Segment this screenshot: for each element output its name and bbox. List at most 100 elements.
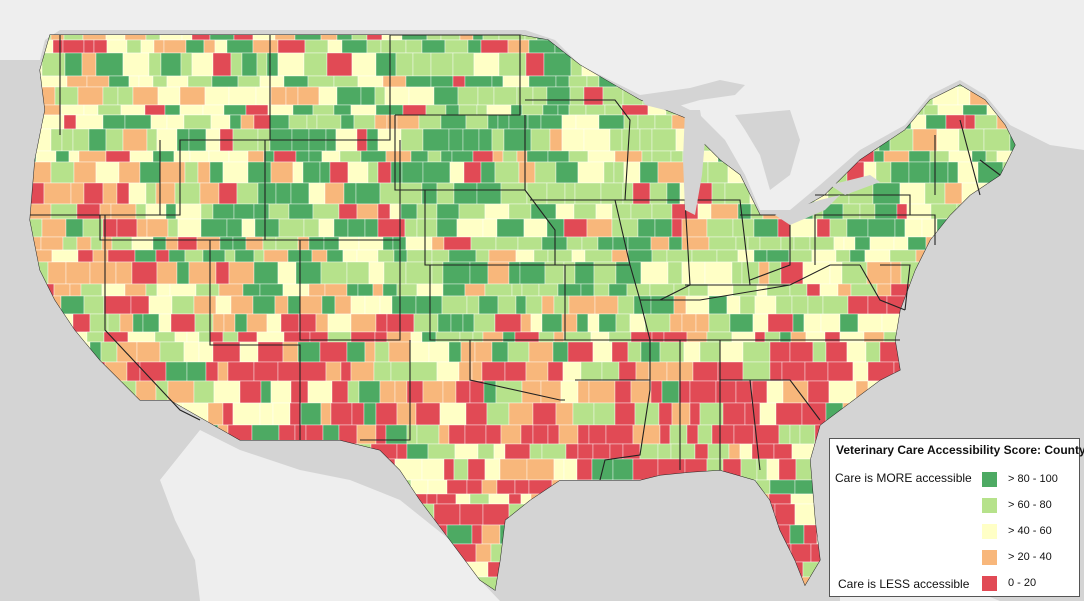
county-cell [629, 313, 646, 333]
legend-item-80-100: > 80 - 100 [982, 471, 1077, 489]
county-cell [640, 261, 669, 285]
county-cell [318, 218, 335, 238]
county-cell [804, 361, 829, 382]
county-cell [593, 283, 610, 297]
county-cell [223, 313, 236, 333]
county-cell [576, 313, 589, 333]
county-cell [601, 361, 620, 382]
county-cell [357, 283, 374, 297]
county-cell [455, 493, 471, 505]
county-cell [342, 249, 358, 263]
county-cell [156, 261, 178, 285]
county-cell [410, 150, 429, 163]
county-cell [327, 313, 352, 333]
county-cell [374, 341, 390, 363]
county-cell [722, 402, 746, 426]
county-cell [193, 380, 215, 404]
county-cell [277, 52, 305, 77]
county-cell [595, 203, 613, 220]
county-cell [43, 182, 72, 205]
county-cell [793, 236, 811, 251]
county-cell [253, 114, 271, 130]
county-cell [788, 249, 813, 263]
county-cell [257, 182, 277, 205]
county-cell [527, 114, 542, 130]
county-cell [187, 75, 213, 88]
state-borders [30, 34, 1001, 481]
county-cell [308, 182, 326, 205]
county-cell [449, 161, 465, 184]
county-cell [630, 203, 653, 220]
legend-swatch [982, 576, 997, 591]
county-cell [41, 218, 67, 238]
county-cell [635, 361, 650, 382]
county-cell [131, 236, 154, 251]
county-cell [347, 161, 369, 184]
county-cell [807, 380, 830, 404]
county-cell [1009, 128, 1015, 152]
county-cell [245, 104, 269, 116]
county-cell [577, 161, 605, 184]
county-cell [183, 114, 212, 130]
county-cell [245, 236, 264, 251]
county-cell [421, 458, 445, 481]
county-cell [375, 313, 388, 333]
county-cell [936, 128, 960, 152]
county-cell [669, 424, 688, 445]
county-cell [621, 128, 641, 152]
county-cell [247, 161, 272, 184]
county-cell [218, 283, 244, 297]
county-cell [320, 402, 332, 426]
county-cell [541, 295, 555, 315]
county-cell [62, 39, 85, 54]
county-cell [666, 182, 681, 205]
county-cell [288, 203, 314, 220]
county-cell [580, 283, 595, 297]
county-cell [222, 402, 234, 426]
county-cell [600, 182, 624, 205]
county-cell [76, 203, 101, 220]
county-cell [377, 249, 395, 263]
county-cell [657, 443, 672, 460]
legend-item-20-40: > 20 - 40 [982, 549, 1077, 567]
county-cell [176, 261, 190, 285]
county-cell [494, 161, 520, 184]
county-cell [654, 218, 673, 238]
county-cell [146, 128, 158, 152]
mexico-land [160, 430, 500, 601]
county-cell [270, 380, 292, 404]
county-cell [428, 341, 450, 363]
county-cell [473, 52, 500, 77]
county-cell [426, 493, 438, 505]
county-cell [569, 86, 585, 106]
county-cell [937, 104, 964, 116]
county-cell [307, 75, 335, 88]
county-cell [502, 150, 518, 163]
county-cell [639, 443, 659, 460]
county-cell [573, 203, 597, 220]
county-cell [929, 161, 949, 184]
county-cell [458, 203, 486, 220]
county-cell [409, 361, 438, 382]
county-cell [487, 114, 499, 130]
county-cell [116, 341, 138, 363]
county-cell [443, 458, 455, 481]
county-cell [382, 283, 398, 297]
county-cell [333, 104, 352, 116]
county-cell [218, 182, 238, 205]
county-cell [657, 161, 686, 184]
county-cell [159, 161, 186, 184]
county-cell [338, 203, 358, 220]
county-cell [731, 261, 743, 285]
county-cell [678, 380, 691, 404]
county-cell [611, 218, 639, 238]
county-cell [525, 295, 543, 315]
county-cell [252, 39, 279, 54]
county-cell [169, 283, 197, 297]
county-cell [492, 150, 504, 163]
county-cell [179, 86, 206, 106]
county-cell [669, 313, 683, 333]
county-cell [809, 236, 835, 251]
county-cell [908, 161, 931, 184]
